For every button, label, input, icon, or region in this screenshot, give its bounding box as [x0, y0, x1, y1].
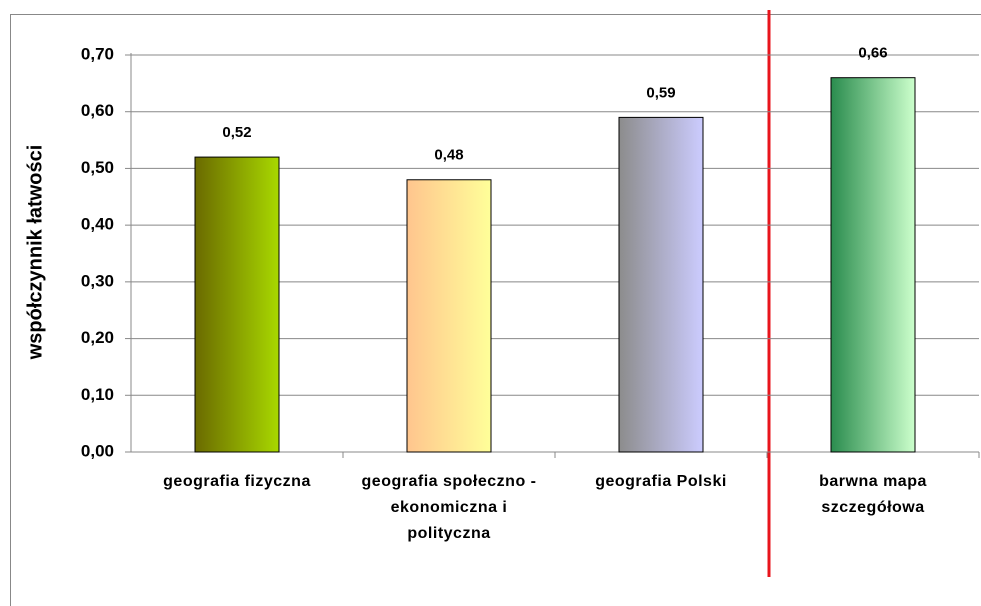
x-tick-label: geografia społeczno - ekonomiczna i poli…	[361, 473, 537, 542]
y-tick-label: 0,10	[81, 385, 114, 404]
data-label: 0,66	[858, 45, 887, 62]
y-tick-label: 0,20	[81, 328, 114, 347]
x-tick-label: geografia Polski	[595, 473, 727, 490]
y-tick-label: 0,50	[81, 158, 114, 177]
x-tick-label: barwna mapa szczegółowa	[819, 473, 927, 516]
data-label: 0,59	[646, 84, 675, 101]
y-tick-label: 0,30	[81, 271, 114, 290]
data-label: 0,52	[222, 124, 251, 141]
y-tick-label: 0,40	[81, 215, 114, 234]
bar	[618, 116, 704, 453]
x-tick-label: geografia fizyczna	[163, 473, 311, 490]
bar	[194, 156, 280, 453]
y-tick-label: 0,60	[81, 101, 114, 120]
y-axis-label: współczynnik łatwości	[24, 145, 46, 361]
y-tick-label: 0,70	[81, 44, 114, 63]
data-label: 0,48	[434, 147, 463, 164]
chart-frame	[10, 14, 981, 606]
y-tick-label: 0,00	[81, 441, 114, 460]
bar	[406, 179, 492, 453]
bar	[830, 77, 916, 453]
